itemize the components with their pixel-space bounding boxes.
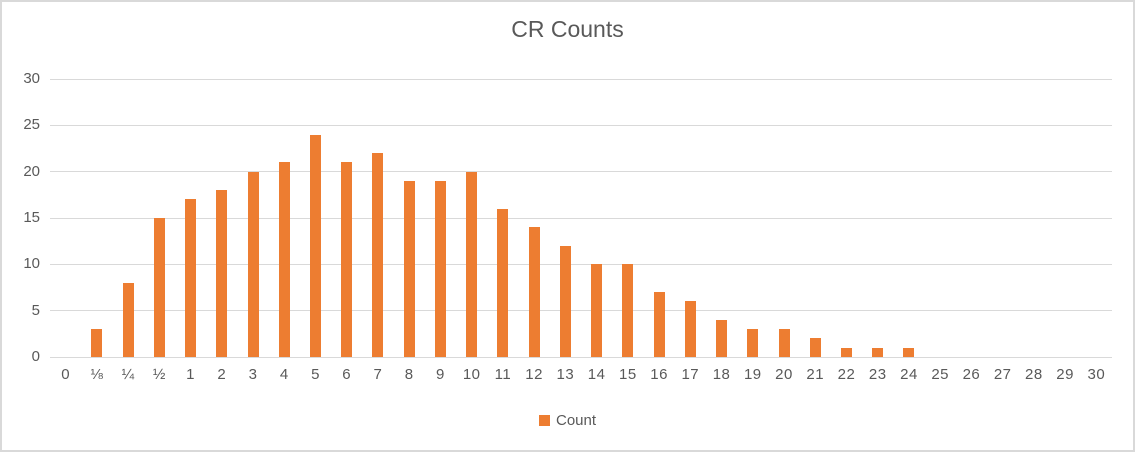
x-tick-label: 28 [1025,366,1043,383]
x-tick-label: 14 [587,366,606,383]
bar-4 [278,162,290,357]
x-tick-label: 29 [1056,366,1074,383]
gridline-y-0 [50,356,1112,358]
x-tick-label: 11 [494,366,512,383]
bar-8 [403,180,415,357]
bar-23 [872,347,884,357]
legend-series-label: Count [555,412,597,429]
x-tick-label: 19 [743,366,762,383]
x-tick-label: 24 [900,366,918,383]
bar-⅛ [91,329,103,357]
legend-swatch-icon [538,415,550,426]
gridline-y-5 [50,310,1112,312]
bar-12 [528,227,540,357]
bar-5 [310,134,321,357]
y-tick-label: 15 [23,209,40,226]
bar-10 [466,171,478,357]
bar-3 [247,171,259,357]
x-tick-label: ¼ [121,366,135,383]
x-tick-label: 20 [775,366,793,383]
bar-16 [653,292,665,357]
x-tick-label: 10 [462,366,481,383]
x-tick-label: 1 [186,366,195,383]
gridline-y-30 [50,78,1112,80]
bar-15 [622,264,634,357]
x-tick-label: 25 [931,366,950,383]
gridline-y-15 [50,217,1112,219]
chart-title: CR Counts [511,16,624,42]
x-tick-label: 23 [868,366,887,383]
bar-9 [434,180,446,357]
x-tick-label: 8 [404,366,414,383]
x-tick-label: 4 [279,366,289,383]
x-tick-label: 30 [1087,366,1106,383]
x-tick-label: 2 [217,366,227,383]
x-tick-label: 3 [248,366,258,383]
bar-14 [591,264,603,357]
x-tick-label: 5 [311,366,320,383]
bar-7 [372,153,384,357]
x-tick-label: 15 [619,366,637,383]
x-tick-label: 18 [712,366,731,383]
y-tick-label: 20 [23,162,40,180]
bar-11 [497,208,509,357]
bar-21 [809,338,821,357]
x-tick-label: 17 [681,366,700,383]
bar-22 [841,347,852,357]
x-tick-label: 6 [342,366,352,383]
gridline-y-10 [50,263,1112,265]
bar-1 [185,199,197,357]
y-tick-label: 5 [31,301,40,319]
x-tick-label: 13 [556,366,575,383]
bar-20 [778,329,790,357]
gridline-y-20 [50,171,1112,173]
x-tick-label: ½ [152,366,166,383]
y-tick-label: 25 [23,116,40,134]
x-tick-label: 16 [650,366,668,383]
bar-18 [716,319,728,357]
gridline-y-25 [50,124,1112,126]
x-tick-label: 26 [962,366,981,383]
x-tick-label: 22 [837,366,856,383]
bar-17 [684,301,696,357]
bar-19 [747,329,759,357]
bar-6 [341,162,353,357]
bar-13 [559,245,571,357]
x-tick-label: 21 [806,366,825,383]
x-tick-label: 7 [373,366,383,383]
x-tick-label: 27 [993,366,1012,383]
bar-24 [903,347,915,357]
bar-¼ [122,282,134,357]
legend: Count [2,412,1133,429]
x-tick-label: 12 [525,366,543,383]
bar-½ [153,218,165,357]
y-tick-label: 0 [31,348,40,365]
x-tick-label: 0 [61,366,71,383]
x-tick-label: 9 [436,366,445,383]
y-tick-label: 10 [23,255,40,273]
x-tick-label: ⅛ [90,366,104,383]
bar-2 [216,190,228,357]
y-tick-label: 30 [23,70,40,87]
